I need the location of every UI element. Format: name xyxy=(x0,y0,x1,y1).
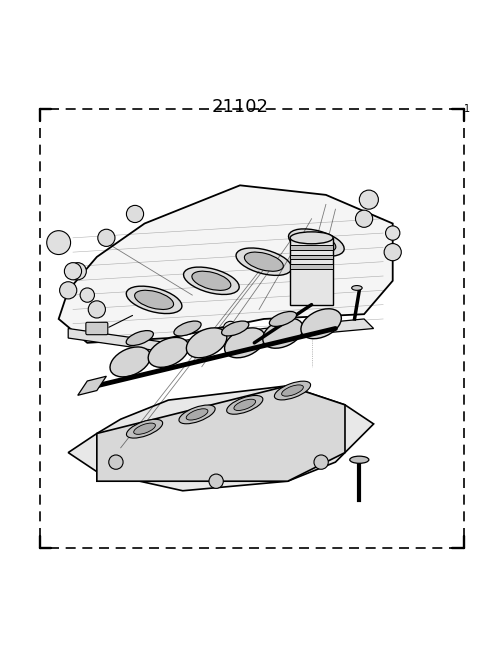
Ellipse shape xyxy=(288,229,344,256)
Polygon shape xyxy=(68,319,373,352)
Ellipse shape xyxy=(225,328,265,358)
Polygon shape xyxy=(290,254,333,260)
Ellipse shape xyxy=(236,248,292,275)
Ellipse shape xyxy=(227,396,263,414)
Circle shape xyxy=(98,229,115,246)
Ellipse shape xyxy=(222,321,249,336)
Polygon shape xyxy=(68,386,373,491)
Ellipse shape xyxy=(275,381,311,400)
Ellipse shape xyxy=(282,385,303,396)
Circle shape xyxy=(64,263,82,280)
Polygon shape xyxy=(290,245,333,250)
Ellipse shape xyxy=(134,423,156,434)
Circle shape xyxy=(209,474,223,488)
Circle shape xyxy=(80,288,95,302)
Circle shape xyxy=(356,210,372,227)
Ellipse shape xyxy=(350,456,369,463)
Circle shape xyxy=(47,231,71,254)
Ellipse shape xyxy=(126,330,154,346)
Circle shape xyxy=(126,206,144,223)
Ellipse shape xyxy=(110,347,150,377)
Ellipse shape xyxy=(174,321,201,336)
Polygon shape xyxy=(78,376,107,396)
Ellipse shape xyxy=(234,399,256,411)
Ellipse shape xyxy=(352,286,362,290)
FancyBboxPatch shape xyxy=(86,323,108,334)
Circle shape xyxy=(60,282,77,299)
Polygon shape xyxy=(59,185,393,343)
Circle shape xyxy=(109,455,123,469)
Ellipse shape xyxy=(186,328,227,358)
Ellipse shape xyxy=(134,290,174,309)
Polygon shape xyxy=(290,238,333,305)
Circle shape xyxy=(360,190,378,209)
Ellipse shape xyxy=(244,252,283,271)
Ellipse shape xyxy=(301,309,341,339)
Ellipse shape xyxy=(290,232,333,244)
Ellipse shape xyxy=(179,405,215,424)
Circle shape xyxy=(314,455,328,469)
Circle shape xyxy=(69,263,86,280)
Polygon shape xyxy=(97,386,345,481)
Ellipse shape xyxy=(148,338,189,367)
Ellipse shape xyxy=(269,311,297,327)
Text: 21102: 21102 xyxy=(212,98,268,116)
Ellipse shape xyxy=(183,267,239,294)
Ellipse shape xyxy=(297,233,336,252)
Ellipse shape xyxy=(126,419,163,438)
Circle shape xyxy=(88,301,106,318)
Circle shape xyxy=(223,321,238,336)
Circle shape xyxy=(384,244,401,261)
Circle shape xyxy=(385,226,400,240)
Polygon shape xyxy=(290,264,333,269)
Ellipse shape xyxy=(192,271,231,290)
Ellipse shape xyxy=(186,409,208,420)
Ellipse shape xyxy=(126,286,182,313)
Ellipse shape xyxy=(263,318,303,348)
Text: 1: 1 xyxy=(464,104,470,114)
